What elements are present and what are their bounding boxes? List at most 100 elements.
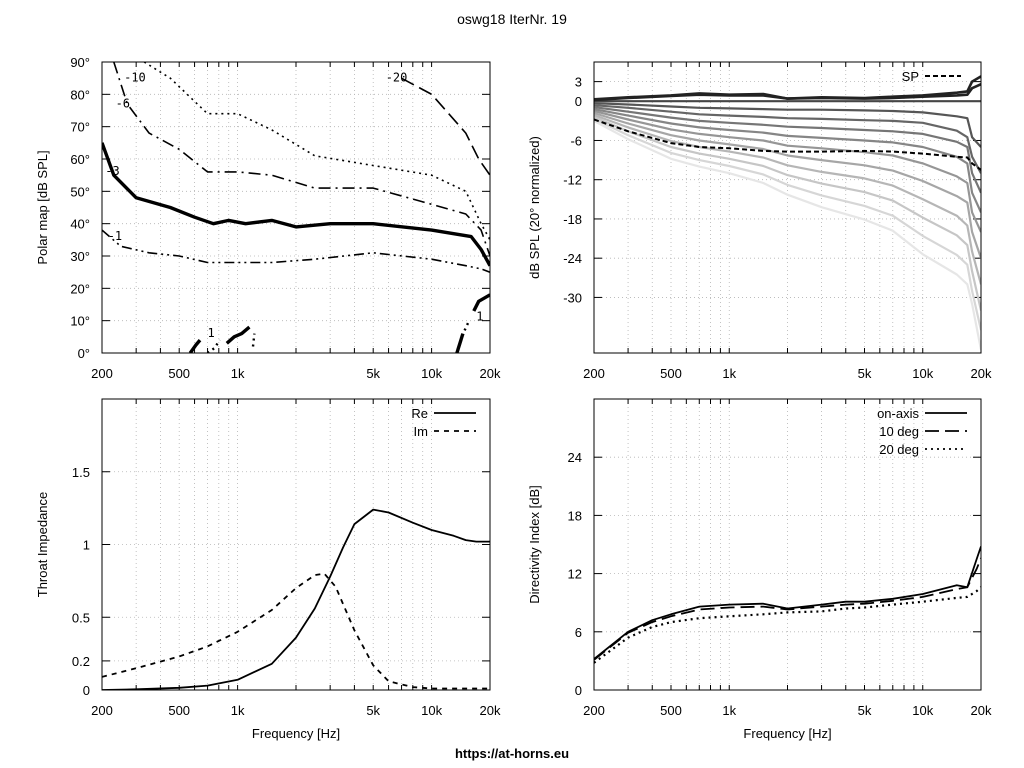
x-tick-label: 500 [168,703,190,718]
plot-frame [101,398,491,691]
y-tick-label: 6 [575,625,582,640]
plot-frame [593,398,982,691]
contour-label: -6 [116,96,130,110]
series-line-im [102,572,490,690]
contour-line [113,62,490,257]
plot-area [594,546,981,664]
y-tick-label: 0 [575,683,582,698]
y-tick-label: 60° [70,152,90,167]
contour-line [188,339,202,353]
contour-label: -10 [124,70,146,84]
x-axis-label: Frequency [Hz] [252,726,340,741]
y-tick-label: 0.5 [72,610,90,625]
plot-area [594,75,981,350]
panel-normalized-spl: 200 500 1k 5k 10k 20k 3 0 -6 -12 -18 -24 -30 dB SPL (… [527,61,992,381]
x-tick-label: 200 [583,366,605,381]
x-tick-label: 20k [480,703,501,718]
y-tick-label: -30 [563,290,582,305]
y-tick-label: 10° [70,314,90,329]
y-tick-label: 30° [70,249,90,264]
x-tick-label: 10k [912,366,933,381]
y-tick-label: 50° [70,184,90,199]
x-tick-label: 200 [583,703,605,718]
y-tick-label: 20° [70,281,90,296]
spl-angle-curve [594,117,981,331]
y-tick-label: 18 [568,508,582,523]
panel-throat-impedance: 200 500 1k 5k 10k 20k 0 0.2 0.5 1 1.5 Frequency [Hz… [35,398,501,741]
y-axis-label: Directivity Index [dB] [527,485,542,604]
y-tick-label: 12 [568,567,582,582]
x-tick-label: 5k [366,703,380,718]
spl-angle-curve [594,119,981,350]
panel-polar-map: 200 500 1k 5k 10k 20k 0° 10° 20° 30° 40° 50° 60° 70° 8… [35,55,501,381]
y-axis-label: dB SPL (20° normalized) [527,136,542,279]
x-tick-label: 1k [231,703,245,718]
contour-label: -20 [386,70,408,84]
contour-line [143,62,490,241]
y-tick-label: -12 [563,173,582,188]
x-tick-label: 10k [421,366,442,381]
spl-angle-curve [594,115,981,311]
legend-label: 20 deg [879,442,919,457]
y-axis-label: Throat Impedance [35,492,50,598]
y-tick-label: 0 [575,94,582,109]
series-line-on-axis [594,546,981,660]
y-tick-label: -18 [563,212,582,227]
x-tick-label: 5k [858,366,872,381]
y-tick-label: -6 [570,133,582,148]
contour-label: -1 [108,229,122,243]
x-tick-label: 1k [722,366,736,381]
y-tick-label: 80° [70,87,90,102]
contour-line [206,339,221,353]
spl-angle-curve [594,109,981,233]
x-tick-label: 500 [168,366,190,381]
legend-label: Re [411,406,428,421]
y-tick-label: 70° [70,120,90,135]
legend-label: on-axis [877,406,919,421]
legend-label: Im [414,424,428,439]
x-tick-label: 20k [480,366,501,381]
x-tick-label: 20k [971,366,992,381]
y-tick-label: 24 [568,450,582,465]
x-tick-label: 10k [421,703,442,718]
y-tick-label: 0 [83,683,90,698]
x-tick-label: 1k [231,366,245,381]
spl-angle-curve [594,111,981,259]
y-tick-label: -24 [563,251,582,266]
y-tick-label: 1.5 [72,465,90,480]
x-tick-label: 5k [858,703,872,718]
series-line-20-deg [594,586,981,664]
x-tick-label: 500 [660,366,682,381]
contour-line [102,142,490,267]
plot-area: -10 -20 -6 -3 -1 1 1 [102,62,490,353]
legend-label: 10 deg [879,424,919,439]
contour-label: -3 [105,164,119,178]
y-tick-label: 90° [70,55,90,70]
sound-power-curve [594,118,981,171]
contour-line [455,333,465,353]
panel-directivity-index: 200 500 1k 5k 10k 20k 0 6 12 18 24 Frequency [Hz] Di… [527,398,992,741]
figure-title: oswg18 IterNr. 19 [457,11,567,27]
contour-line [225,325,251,345]
contour-line [401,77,490,176]
spl-angle-curve [594,75,981,101]
x-tick-label: 20k [971,703,992,718]
series-line-10-deg [594,557,981,661]
y-tick-label: 0.2 [72,654,90,669]
contour-line [472,293,490,312]
contour-line [102,229,490,273]
spl-angle-curve [594,102,981,148]
footer-url: https://at-horns.eu [455,746,569,761]
spl-angle-curve [594,104,981,174]
y-tick-label: 0° [78,346,90,361]
spl-angle-curve [594,106,981,194]
plot-frame [101,61,491,354]
legend-label: SP [902,69,919,84]
spl-angle-curve [594,113,981,285]
x-tick-label: 10k [912,703,933,718]
y-tick-label: 40° [70,217,90,232]
x-tick-label: 1k [722,703,736,718]
y-axis-label: Polar map [dB SPL] [35,150,50,264]
contour-label: 1 [208,326,215,340]
